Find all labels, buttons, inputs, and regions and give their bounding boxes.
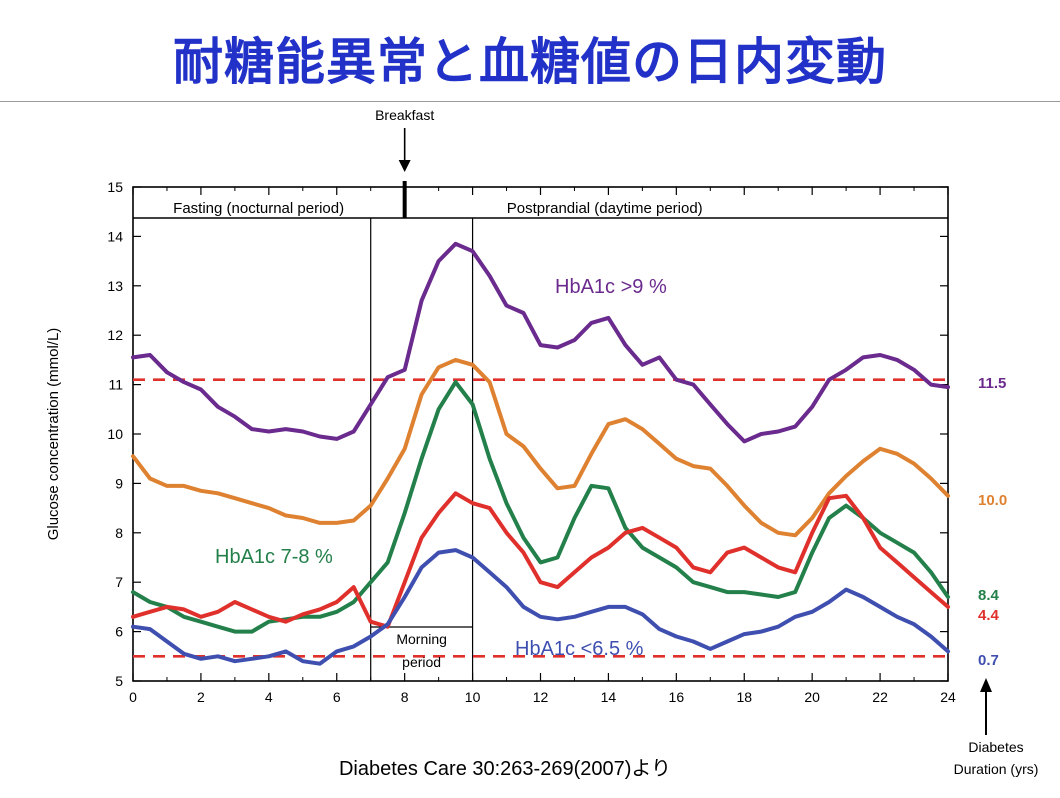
morning-period-label: Morning (396, 631, 447, 647)
y-tick-label: 8 (115, 525, 123, 541)
x-tick-label: 18 (736, 689, 752, 705)
chart-annotations: Breakfast Fasting (nocturnal period) Postp… (173, 107, 1038, 777)
x-tick-label: 14 (601, 689, 617, 705)
y-tick-label: 14 (107, 228, 123, 244)
duration-label-purple: 11.5 (978, 375, 1006, 392)
duration-caption: Diabetes (968, 739, 1023, 755)
series-line-green (131, 380, 950, 634)
duration-label-green: 8.4 (978, 587, 1000, 604)
y-tick-label: 5 (115, 673, 123, 689)
series-line-blue (131, 548, 950, 666)
x-tick-label: 24 (940, 689, 956, 705)
fasting-label: Fasting (nocturnal period) (173, 200, 344, 217)
series-label-blue: HbA1c <6.5 % (515, 638, 644, 660)
y-tick-label: 12 (107, 327, 123, 343)
duration-arrow-head (980, 678, 992, 692)
x-tick-label: 12 (533, 689, 549, 705)
y-tick-label: 11 (108, 377, 123, 393)
series-label-green: HbA1c 7-8 % (215, 546, 333, 568)
breakfast-arrow-head (398, 160, 411, 172)
series-line-orange (131, 357, 950, 538)
series-line-purple (131, 241, 950, 444)
y-tick-label: 7 (115, 574, 123, 590)
y-axis-label: Glucose concentration (mmol/L) (45, 328, 62, 541)
breakfast-label: Breakfast (375, 107, 434, 123)
x-tick-label: 0 (129, 689, 137, 705)
x-tick-label: 20 (804, 689, 820, 705)
series-label-purple: HbA1c >9 % (555, 276, 667, 298)
x-tick-label: 6 (333, 689, 341, 705)
slide-title: 耐糖能異常と血糖値の日内変動 (173, 33, 887, 91)
y-tick-label: 9 (115, 475, 123, 491)
duration-label-orange: 10.0 (978, 492, 1007, 509)
y-tick-label: 15 (107, 179, 123, 195)
title-divider (0, 101, 1060, 102)
x-tick-label: 16 (669, 689, 685, 705)
x-tick-label: 22 (872, 689, 888, 705)
series-lines (131, 241, 950, 666)
citation-text: Diabetes Care 30:263-269(2007)より (338, 758, 671, 780)
reference-lines (133, 378, 948, 658)
y-tick-label: 6 (115, 624, 123, 640)
x-tick-label: 8 (401, 689, 409, 705)
y-tick-label: 13 (107, 278, 123, 294)
duration-caption: Duration (yrs) (954, 761, 1039, 777)
x-tick-label: 10 (465, 689, 481, 705)
x-tick-label: 4 (265, 689, 273, 705)
duration-label-red: 4.4 (978, 607, 1000, 624)
x-tick-label: 2 (197, 689, 205, 705)
morning-period-label: period (402, 654, 441, 670)
series-line-red (131, 491, 950, 629)
duration-label-blue: 0.7 (978, 652, 999, 669)
y-tick-label: 10 (107, 426, 123, 442)
postprandial-label: Postprandial (daytime period) (507, 200, 703, 217)
chart-axes: 0 2 4 6 8 10 12 14 16 18 20 22 2456789101112131415Gl… (45, 128, 992, 735)
plot-frame (132, 186, 949, 682)
